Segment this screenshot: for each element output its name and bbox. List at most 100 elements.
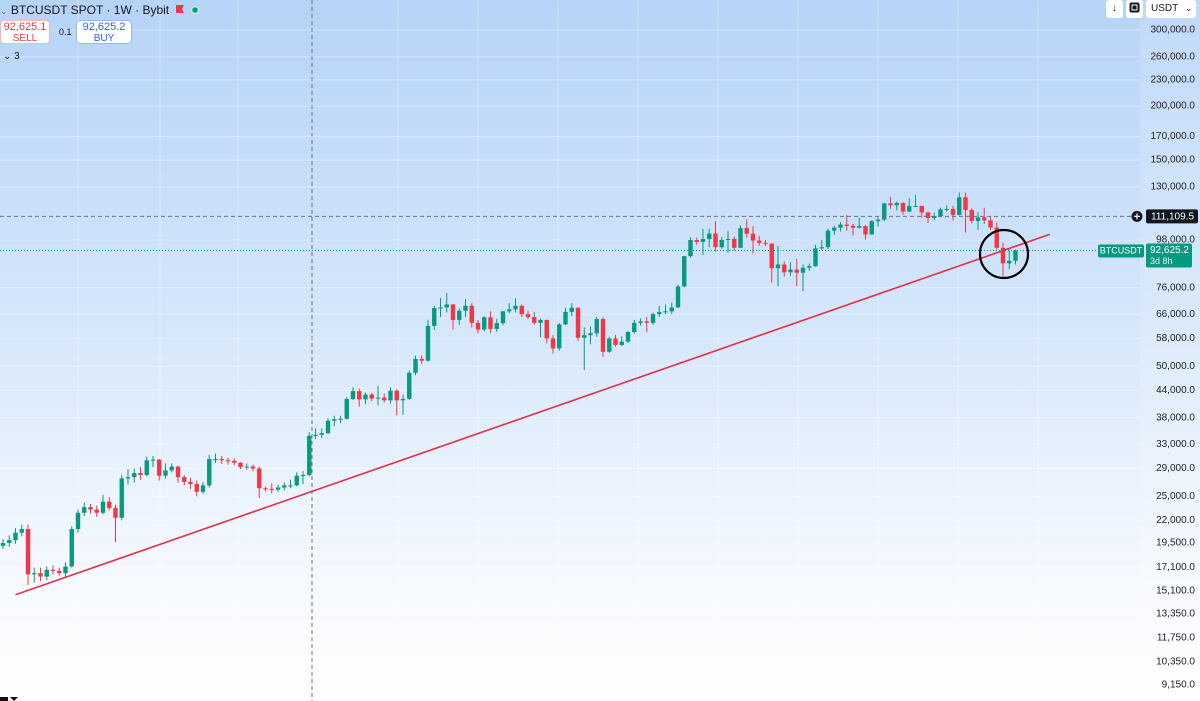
candle-body	[619, 341, 624, 345]
indicators-toggle[interactable]: ⌄ 3	[3, 51, 20, 62]
candle-body	[238, 462, 243, 468]
y-tick-label: 300,000.0	[1151, 25, 1196, 36]
candle-body	[469, 305, 474, 323]
status-icons	[176, 5, 200, 15]
mode-button[interactable]	[1126, 0, 1143, 18]
candle-body	[888, 203, 893, 206]
candle-body	[725, 239, 731, 241]
candle-body	[863, 226, 868, 235]
scroll-button[interactable]: ↓	[1106, 0, 1123, 18]
candle-body	[288, 485, 293, 487]
candle-body	[382, 397, 387, 401]
candle-body	[413, 358, 418, 373]
candle-body	[194, 483, 199, 492]
candle-body	[882, 203, 887, 220]
symbol-title: BTCUSDT SPOT · 1W · Bybit	[10, 3, 170, 17]
candle-body	[700, 239, 706, 242]
candle-body	[225, 460, 231, 462]
candle-body	[419, 358, 424, 361]
y-tick-label: 130,000.0	[1151, 182, 1196, 193]
candle-body	[875, 219, 881, 222]
candle-body	[294, 475, 299, 486]
candle-body	[57, 570, 62, 574]
sell-label: SELL	[12, 33, 38, 44]
candle-body	[538, 319, 543, 323]
y-tick-label: 25,000.0	[1156, 491, 1195, 502]
candle-body	[369, 394, 374, 399]
candle-body	[138, 473, 143, 476]
candle-body	[707, 233, 712, 240]
candle-body	[169, 466, 174, 471]
candle-body	[988, 220, 993, 228]
candle-body	[650, 314, 656, 323]
buy-button[interactable]: 92,625.2 BUY	[76, 20, 132, 44]
candle-body	[475, 322, 481, 330]
crosshair-price-label: 111,109.5	[1151, 212, 1194, 223]
candle-body	[825, 230, 831, 248]
candle-body	[850, 225, 856, 228]
candle-body	[600, 319, 606, 352]
y-tick-label: 10,350.0	[1156, 656, 1195, 667]
candle-body	[513, 305, 518, 310]
candle-body	[550, 338, 556, 349]
y-tick-label: 230,000.0	[1151, 75, 1196, 86]
candle-body	[525, 314, 531, 318]
y-tick-label: 44,000.0	[1156, 385, 1195, 396]
candle-body	[775, 264, 781, 269]
candle-body	[257, 468, 262, 489]
y-tick-label: 66,000.0	[1156, 309, 1195, 320]
candle-body	[250, 466, 256, 469]
candle-body	[607, 338, 612, 352]
y-tick-label: 13,350.0	[1156, 609, 1195, 620]
candle-body	[407, 372, 412, 399]
candle-body	[207, 459, 212, 486]
sell-price: 92,625.1	[3, 21, 47, 33]
candle-body	[932, 216, 937, 218]
candle-body	[919, 205, 924, 213]
y-tick-label: 38,000.0	[1156, 412, 1195, 423]
candle-body	[394, 390, 399, 401]
candle-body	[657, 312, 662, 315]
candle-body	[113, 507, 118, 518]
candle-body	[232, 460, 237, 463]
candle-body	[107, 501, 112, 508]
candle-body	[944, 208, 949, 210]
candle-body	[50, 569, 56, 571]
candle-body	[857, 226, 862, 228]
candle-body	[344, 398, 349, 419]
candle-body	[588, 333, 593, 336]
candle-body	[19, 529, 24, 533]
candle-body	[969, 209, 974, 221]
candle-body	[813, 248, 818, 267]
candle-body	[363, 394, 368, 400]
layout-grid	[77, 0, 1039, 701]
y-tick-label: 33,000.0	[1156, 439, 1195, 450]
candle-body	[938, 209, 943, 217]
candle-body	[244, 466, 249, 468]
candle-body	[425, 325, 431, 361]
candle-body	[0, 542, 6, 546]
mode-icon	[1129, 2, 1140, 13]
candle-body	[613, 338, 618, 345]
candle-body	[325, 420, 331, 434]
candle-body	[1000, 247, 1006, 264]
candle-body	[975, 217, 981, 221]
candle-body	[982, 217, 987, 221]
candle-body	[594, 319, 599, 334]
currency-select[interactable]: USDT ⌄	[1146, 0, 1196, 18]
y-tick-label: 58,000.0	[1156, 333, 1195, 344]
candle-body	[907, 206, 912, 212]
candle-body	[7, 540, 12, 543]
candle-body	[638, 321, 643, 323]
y-tick-label: 15,100.0	[1156, 586, 1195, 597]
buy-price: 92,625.2	[82, 21, 126, 33]
y-tick-label: 170,000.0	[1151, 131, 1196, 142]
candle-body	[675, 286, 681, 308]
candle-body	[132, 473, 137, 478]
highlight-circle	[978, 228, 1030, 280]
candle-body	[263, 488, 268, 490]
candle-body	[282, 485, 287, 488]
sell-button[interactable]: 92,625.1 SELL	[0, 20, 50, 44]
candle-body	[494, 323, 499, 329]
